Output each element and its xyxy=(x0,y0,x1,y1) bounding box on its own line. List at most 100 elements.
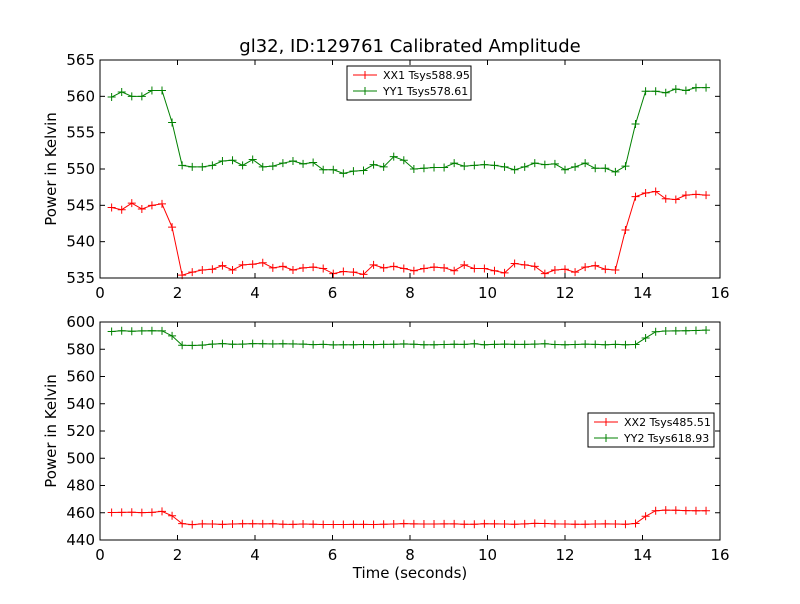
chart-2-series-1-point xyxy=(480,519,489,528)
chart-2-series-2-point xyxy=(500,340,509,349)
chart-2-series-2-point xyxy=(581,340,590,349)
chart-1-series-2-point xyxy=(540,160,549,169)
chart-2-series-1-point xyxy=(500,520,509,529)
chart-2-xlabel: Time (seconds) xyxy=(352,564,468,582)
chart-2-series-2-point xyxy=(238,340,247,349)
chart-2-series-2-point xyxy=(389,340,398,349)
chart-1-series-2-point xyxy=(651,87,660,96)
chart-1-series-2-point xyxy=(228,156,237,165)
chart-1-series-1-point xyxy=(500,268,509,277)
chart-1-series-1-point xyxy=(691,190,700,199)
chart-2-series-2-point xyxy=(329,340,338,349)
chart-1-series-1-point xyxy=(208,265,217,274)
chart-1-xtick-label: 8 xyxy=(405,284,415,302)
chart-2-series-2-point xyxy=(319,340,328,349)
chart-panel-2: 0 2 4 6 8 10 12 14 16 440 460 480 500 520 540 560 580 600… xyxy=(42,313,730,582)
chart-2-xtick-label: 14 xyxy=(633,546,652,564)
chart-2-legend-label: YY2 Tsys618.93 xyxy=(623,432,709,445)
chart-1-series-2-point xyxy=(258,162,267,171)
chart-2-series-2-point xyxy=(540,339,549,348)
chart-1-series-2-point xyxy=(581,159,590,168)
chart-2-series-2-point xyxy=(127,327,136,336)
chart-1-series-1-point xyxy=(137,204,146,213)
chart-1-series-1-point xyxy=(309,263,318,272)
chart-1-xtick-label: 6 xyxy=(328,284,338,302)
chart-2-series-2-point xyxy=(168,331,177,340)
chart-1-series-2 xyxy=(107,83,711,178)
chart-2-series-1-point xyxy=(349,520,358,529)
chart-2-series-1-point xyxy=(107,508,116,517)
chart-1-series-2-point xyxy=(430,163,439,172)
chart-2-series-2-point xyxy=(309,340,318,349)
chart-2-series-1-point xyxy=(520,519,529,528)
chart-1-series-2-point xyxy=(490,161,499,170)
chart-2-series-1-point xyxy=(218,520,227,529)
chart-1-series-1-point xyxy=(248,260,257,269)
chart-2-series-1-point xyxy=(359,520,368,529)
chart-1-series-1-point xyxy=(661,194,670,203)
chart-2-series-2-point xyxy=(480,340,489,349)
chart-2-series-1-point xyxy=(440,519,449,528)
chart-1-series-2-point xyxy=(702,83,711,92)
chart-1-series-2-point xyxy=(399,156,408,165)
chart-2-series-1-point xyxy=(379,520,388,529)
chart-2-series-1-point xyxy=(470,520,479,529)
chart-1-series-2-point xyxy=(409,165,418,173)
chart-2-series-1-point xyxy=(188,520,197,529)
chart-1-series-2-point xyxy=(661,88,670,97)
chart-2-series-1-point xyxy=(208,520,217,529)
chart-2-series-2-point xyxy=(278,339,287,348)
chart-1-series-2-point xyxy=(440,163,449,172)
chart-2-xtick-label: 0 xyxy=(95,546,105,564)
chart-1-series-2-point xyxy=(561,165,569,174)
chart-2-series-1-point xyxy=(651,506,660,515)
chart-1-ytick-label: 540 xyxy=(66,233,95,251)
chart-2-series-1-point xyxy=(681,506,690,515)
chart-1-series-1-point xyxy=(379,263,388,272)
chart-1-ytick-label: 545 xyxy=(66,196,95,214)
chart-1-series-1-point xyxy=(510,259,519,268)
chart-2-legend: XX2 Tsys485.51 YY2 Tsys618.93 xyxy=(587,412,715,448)
chart-1-ytick-label: 560 xyxy=(66,87,95,105)
chart-1-series-1-point xyxy=(359,270,368,279)
chart-2-series-1-point xyxy=(147,508,156,517)
chart-1-series-1-point xyxy=(641,188,650,197)
chart-1-series-2-point xyxy=(550,159,559,168)
chart-2-series-2-point xyxy=(440,340,449,349)
chart-1-series-1-point xyxy=(329,269,338,278)
chart-1-series-2-point xyxy=(571,162,580,171)
chart-2-series-2-point xyxy=(369,340,378,349)
chart-2-ytick-label: 480 xyxy=(66,477,95,495)
chart-2-series-2-point xyxy=(671,326,680,335)
chart-1-series-1-point xyxy=(228,266,237,275)
chart-1-series-1-point xyxy=(158,199,166,208)
chart-2-ytick-label: 560 xyxy=(66,368,95,386)
chart-2-series-2-point xyxy=(419,340,428,349)
chart-2-series-2-point xyxy=(702,326,711,335)
chart-1-series-2-point xyxy=(117,87,126,96)
chart-2-xtick-label: 8 xyxy=(405,546,415,564)
chart-2-series-2-point xyxy=(258,339,267,348)
chart-1-series-2-point xyxy=(379,162,388,171)
chart-2-series-1-point xyxy=(117,508,126,517)
chart-1-series-1-point xyxy=(238,260,247,269)
chart-1-series-2-point xyxy=(268,162,277,171)
chart-2-series-1-point xyxy=(319,520,328,529)
chart-1-xtick-label: 0 xyxy=(95,284,105,302)
chart-1-series-2-point xyxy=(450,159,459,168)
chart-1-series-2-point xyxy=(137,92,146,101)
chart-2-series-2-point xyxy=(430,340,439,349)
chart-2-series-2-point xyxy=(621,340,630,349)
chart-2-series-2-point xyxy=(611,340,620,349)
chart-1-xtick-label: 14 xyxy=(633,284,652,302)
chart-2-series-2-point xyxy=(550,340,559,349)
chart-2-series-2-point xyxy=(591,340,600,349)
chart-2-series-1-point xyxy=(309,520,318,529)
chart-2-series-2-point xyxy=(641,333,650,342)
chart-1-series-1-point xyxy=(278,262,287,271)
chart-2-series-2-point xyxy=(147,326,156,335)
chart-2-series-1-point xyxy=(288,520,297,529)
chart-1-series-1-point xyxy=(571,268,580,277)
chart-1-series-1-point xyxy=(117,205,126,214)
chart-2-series-2-point xyxy=(379,340,388,349)
